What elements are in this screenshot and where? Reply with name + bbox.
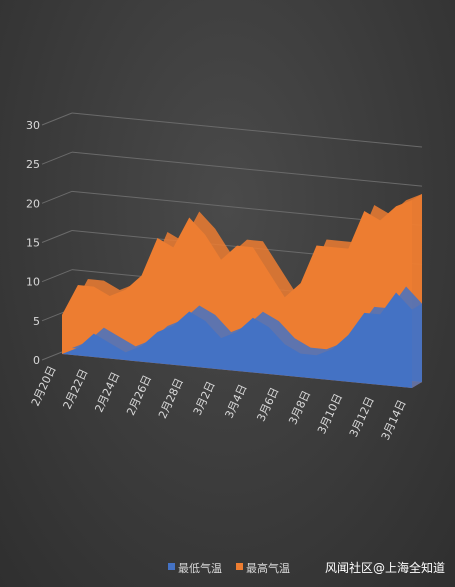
- series-areas: [62, 194, 422, 388]
- x-tick-label: 3月14日: [379, 398, 409, 442]
- y-tick-label: 0: [33, 354, 40, 367]
- y-tick-label: 25: [26, 158, 40, 171]
- series-area: [62, 292, 412, 388]
- gridline: [71, 151, 423, 187]
- legend: 最低气温 最高气温: [168, 561, 290, 575]
- gridline: [71, 112, 423, 148]
- x-tick-label: 2月28日: [156, 376, 186, 420]
- gridline-side: [41, 112, 73, 126]
- x-tick-label: 2月26日: [124, 373, 154, 417]
- series-area-edge: [412, 303, 422, 388]
- gridline-side: [41, 190, 73, 204]
- legend-label: 最低气温: [178, 561, 222, 575]
- y-tick-label: 5: [33, 315, 40, 328]
- watermark-text: 风闻社区@上海全知道: [325, 560, 445, 575]
- x-tick-label: 2月24日: [92, 370, 122, 414]
- y-tick-label: 20: [26, 197, 40, 210]
- gridline-side: [41, 269, 73, 283]
- gridline-side: [41, 151, 73, 165]
- legend-swatch: [168, 563, 175, 570]
- y-tick-label: 15: [26, 237, 40, 250]
- y-tick-label: 30: [26, 119, 40, 132]
- gridline-side: [41, 230, 73, 243]
- legend-swatch: [236, 563, 243, 570]
- legend-label: 最高气温: [246, 561, 290, 575]
- y-axis-tick-labels: 0 5 10 15 20 25 30: [26, 119, 40, 367]
- x-tick-label: 3月2日: [191, 379, 218, 417]
- x-tick-label: 3月6日: [254, 385, 281, 423]
- y-tick-label: 10: [26, 276, 40, 289]
- x-tick-label: 2月22日: [61, 367, 91, 411]
- x-tick-label: 2月20日: [29, 364, 59, 408]
- x-tick-label: 3月10日: [315, 392, 345, 436]
- x-tick-label: 3月8日: [286, 389, 313, 427]
- x-tick-label: 3月12日: [347, 395, 377, 439]
- x-tick-label: 3月4日: [223, 382, 250, 420]
